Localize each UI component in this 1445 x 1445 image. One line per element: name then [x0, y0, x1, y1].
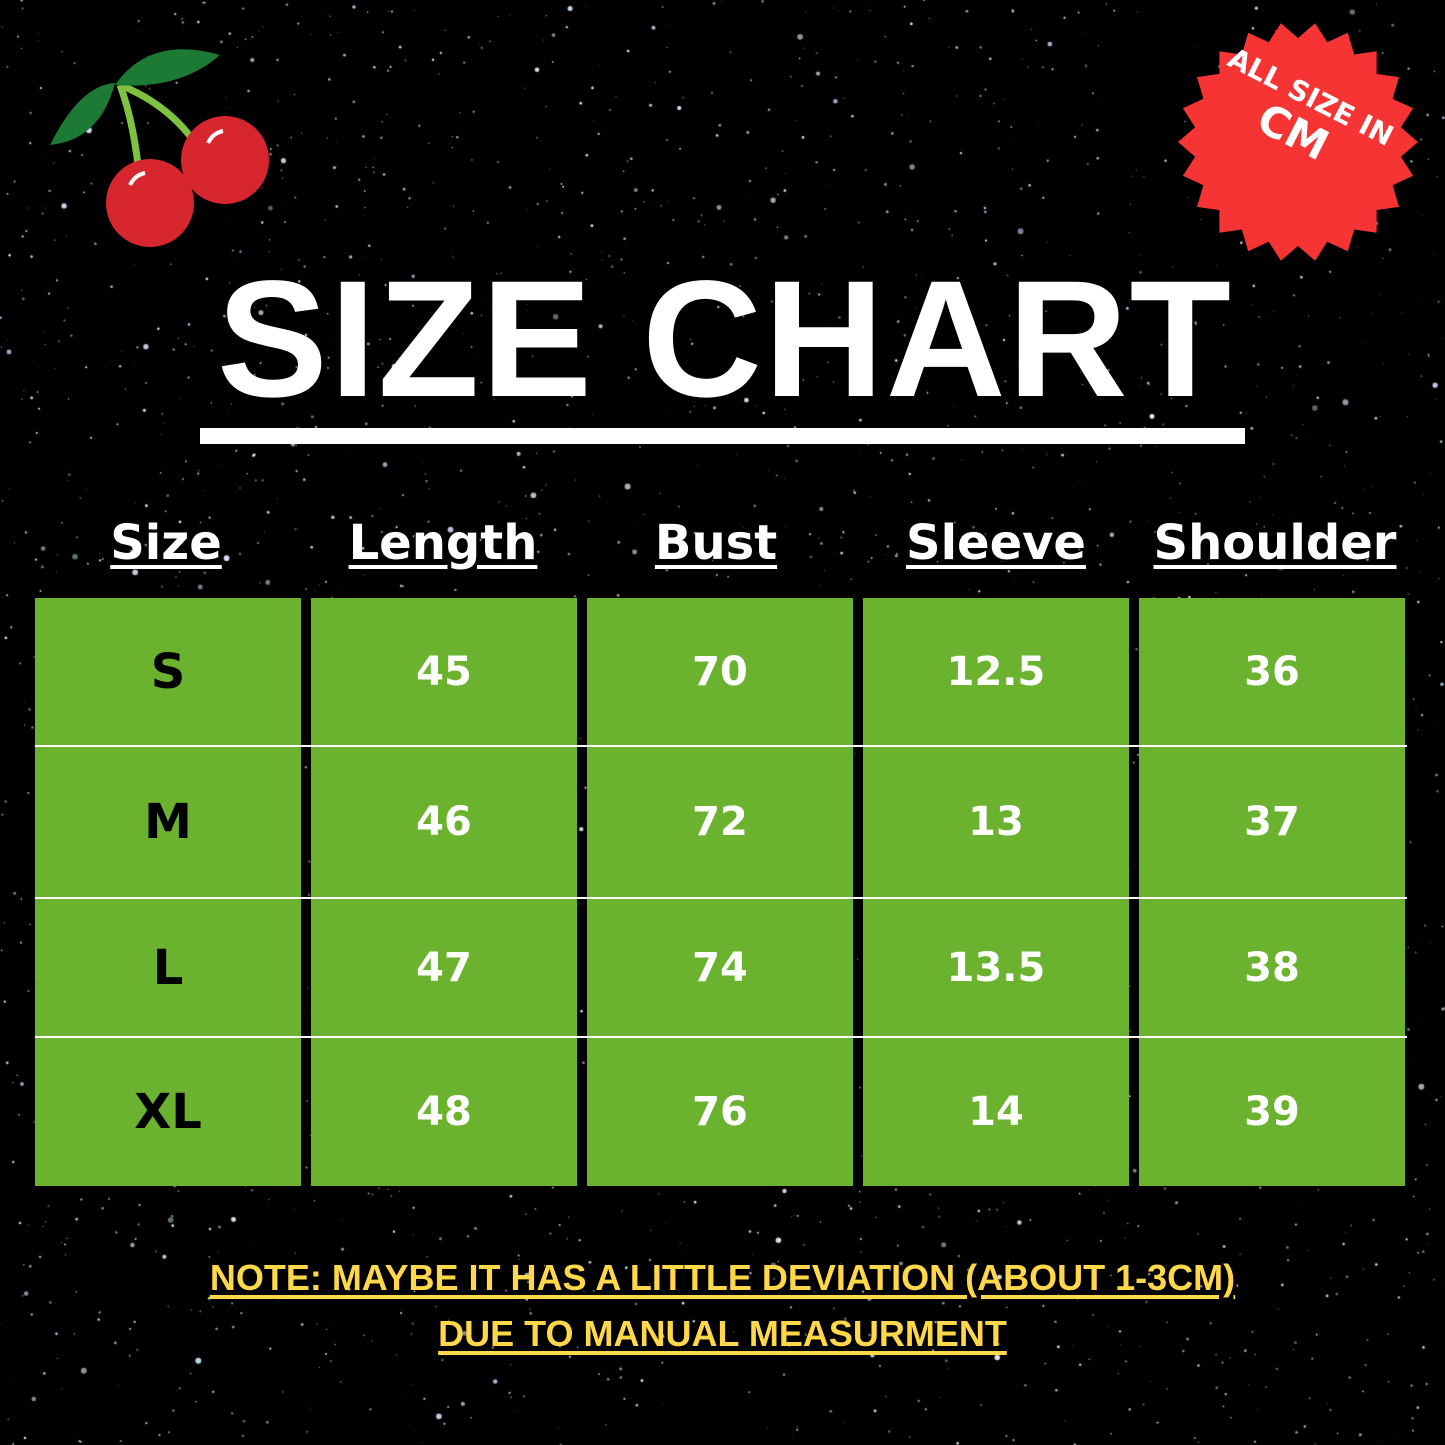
cell-length: 45: [311, 598, 577, 745]
cell-length: 47: [311, 899, 577, 1036]
header-sleeve: Sleeve: [906, 515, 1086, 571]
cell-value: 13: [968, 799, 1024, 845]
cell-value: 72: [692, 799, 748, 845]
cell-sleeve: 12.5: [863, 598, 1129, 745]
cell-bust: 76: [587, 1038, 853, 1186]
cell-value: 37: [1244, 799, 1300, 845]
cell-size: L: [35, 899, 301, 1036]
cell-size: XL: [35, 1038, 301, 1186]
cell-shoulder: 38: [1139, 899, 1405, 1036]
cell-bust: 70: [587, 598, 853, 745]
header-bust: Bust: [654, 515, 778, 571]
cell-sleeve: 13: [863, 747, 1129, 897]
row-divider: [35, 897, 1407, 899]
header-size: Size: [110, 515, 222, 571]
cell-value: S: [150, 643, 186, 700]
badge: [1178, 23, 1418, 261]
cell-shoulder: 36: [1139, 598, 1405, 745]
row-divider: [35, 745, 1407, 747]
title-underline: [200, 428, 1245, 444]
note-line2: DUE TO MANUAL MEASURMENT: [438, 1313, 1007, 1354]
row-divider: [35, 1036, 1407, 1038]
note-line1: NOTE: MAYBE IT HAS A LITTLE DEVIATION (A…: [209, 1257, 1236, 1298]
cell-value: 13.5: [946, 944, 1046, 991]
cell-value: 39: [1244, 1089, 1300, 1135]
cell-value: 47: [416, 944, 472, 991]
cell-value: 76: [692, 1089, 748, 1135]
cell-shoulder: 39: [1139, 1038, 1405, 1186]
cell-size: M: [35, 747, 301, 897]
cell-value: XL: [134, 1084, 202, 1140]
cell-value: M: [144, 794, 192, 850]
cell-length: 46: [311, 747, 577, 897]
cell-value: 12.5: [946, 648, 1046, 695]
cell-value: 70: [692, 648, 748, 695]
cell-value: 38: [1244, 944, 1300, 991]
cell-value: L: [152, 939, 184, 996]
cell-length: 48: [311, 1038, 577, 1186]
page-title: SIZE CHART: [217, 247, 1233, 432]
cell-value: 14: [968, 1089, 1024, 1135]
cell-value: 74: [692, 944, 748, 991]
cell-value: 45: [416, 648, 472, 695]
header-shoulder: Shoulder: [1153, 515, 1397, 571]
cell-size: S: [35, 598, 301, 745]
cherry-icon: [50, 49, 269, 247]
cell-shoulder: 37: [1139, 747, 1405, 897]
cell-bust: 74: [587, 899, 853, 1036]
cell-bust: 72: [587, 747, 853, 897]
cell-value: 48: [416, 1089, 472, 1135]
cell-value: 36: [1244, 648, 1300, 695]
cell-value: 46: [416, 799, 472, 845]
cell-sleeve: 13.5: [863, 899, 1129, 1036]
header-length: Length: [348, 515, 538, 571]
cell-sleeve: 14: [863, 1038, 1129, 1186]
